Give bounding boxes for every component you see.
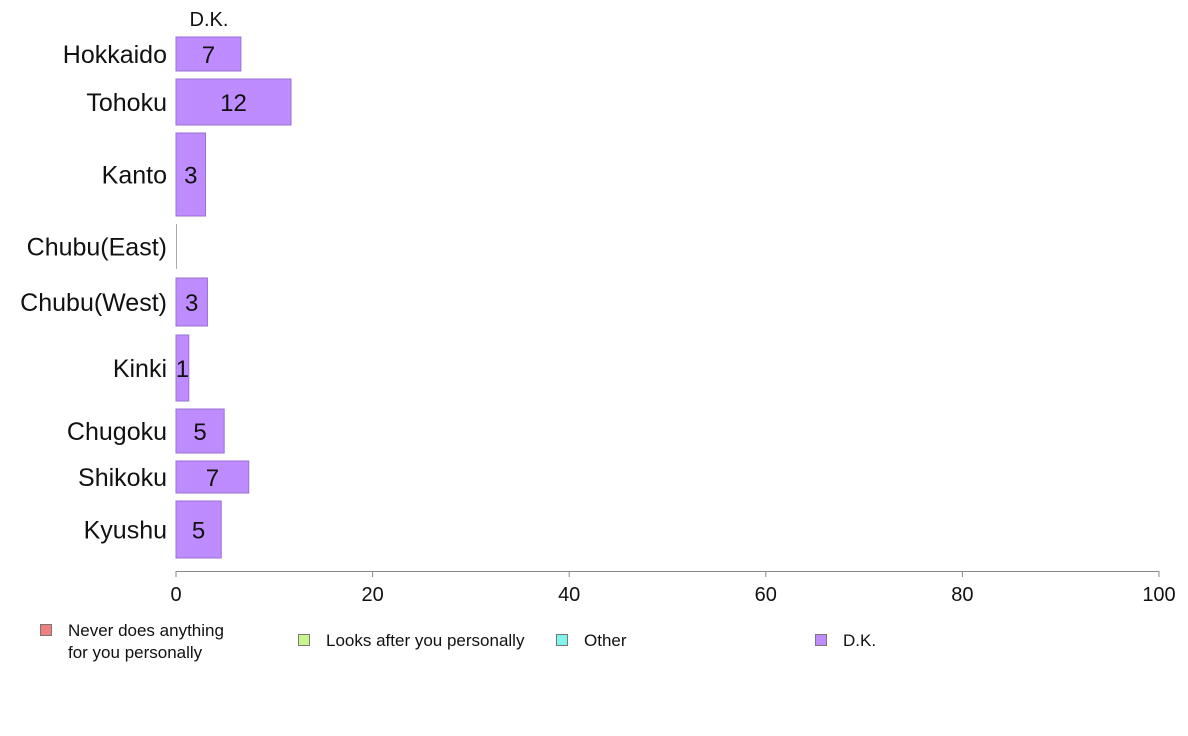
bar	[175, 460, 250, 494]
category-label: Shikoku	[78, 464, 167, 492]
data-label: 5	[192, 518, 205, 545]
data-label: 3	[185, 290, 198, 317]
data-label: 5	[193, 419, 206, 446]
x-tick-label: 40	[558, 584, 580, 606]
bar	[175, 78, 292, 126]
x-tick-label: 20	[361, 584, 383, 606]
series-heading: D.K.	[190, 9, 229, 31]
legend-swatch	[815, 634, 827, 646]
category-label: Chubu(West)	[20, 289, 167, 317]
x-tick-label: 100	[1142, 584, 1175, 606]
legend-swatch	[298, 634, 310, 646]
category-label: Kanto	[102, 162, 167, 190]
data-label: 1	[176, 356, 189, 383]
legend-item: Looks after you personally	[298, 630, 524, 652]
x-tick-label: 60	[755, 584, 777, 606]
category-label: Tohoku	[86, 89, 167, 117]
bar	[175, 408, 225, 454]
category-label: Kinki	[113, 355, 167, 383]
data-label: 7	[206, 465, 219, 492]
legend-swatch	[40, 624, 52, 636]
x-tick-label: 80	[951, 584, 973, 606]
legend-item: Never does anything for you personally	[40, 620, 224, 664]
category-label: Chubu(East)	[27, 234, 167, 262]
bar	[175, 132, 206, 217]
bar	[175, 36, 242, 72]
category-label: Kyushu	[84, 517, 167, 545]
chart: D.K. Hokkaido 7 Tohoku 12 Kanto 3 Chubu(East) Ch…	[20, 9, 1176, 606]
legend-item: D.K.	[815, 630, 876, 652]
data-label: 3	[184, 163, 197, 190]
category-label: Hokkaido	[63, 41, 167, 69]
legend-label: Never does anything for you personally	[68, 621, 224, 662]
data-label: 7	[202, 42, 215, 69]
legend-label: Looks after you personally	[326, 631, 525, 650]
category-label: Chugoku	[67, 418, 167, 446]
bar	[175, 277, 208, 327]
legend-item: Other	[556, 630, 627, 652]
legend: Never does anything for you personally Lo…	[0, 618, 1188, 678]
legend-swatch	[556, 634, 568, 646]
x-tick-label: 0	[170, 584, 181, 606]
legend-label: Other	[584, 631, 627, 650]
data-label: 12	[220, 90, 247, 117]
legend-label: D.K.	[843, 631, 877, 650]
bar	[175, 500, 222, 559]
bar	[175, 334, 190, 402]
